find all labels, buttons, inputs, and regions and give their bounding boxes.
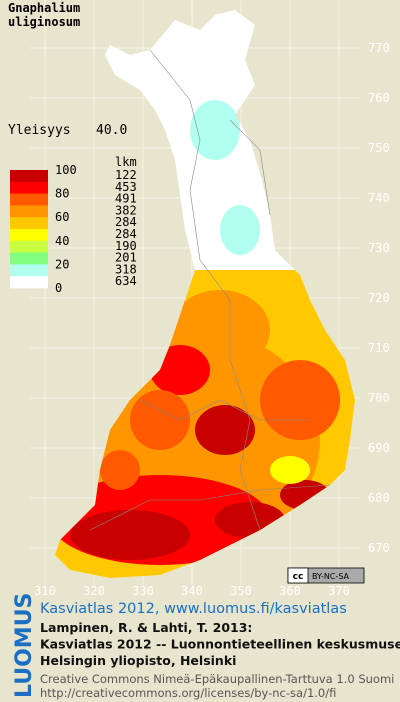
legend-swatch (10, 217, 48, 230)
legend-swatch (10, 193, 48, 206)
legend-swatch (10, 229, 48, 242)
legend: 1224534913822842841902013186341008060402… (10, 163, 137, 295)
legend-scale-label: 80 (55, 187, 69, 201)
svg-text:cc: cc (293, 572, 304, 582)
citation-line: Helsingin yliopisto, Helsinki (40, 653, 236, 668)
species-name: Gnaphalium (8, 1, 80, 15)
credits: Lampinen, R. & Lahti, T. 2013: Kasviatlas… (40, 620, 400, 700)
legend-swatch (10, 240, 48, 253)
legend-swatch (10, 252, 48, 265)
legend-swatch (10, 170, 48, 183)
legend-count: 318 (115, 262, 137, 276)
license-line: Creative Commons Nimeä-Epäkaupallinen-Ta… (40, 672, 394, 686)
borders (89, 49, 331, 531)
y-axis-label: 720 (368, 291, 390, 305)
y-axis-label: 680 (368, 491, 390, 505)
legend-count: 284 (115, 215, 137, 229)
legend-count: 382 (115, 203, 137, 217)
legend-swatch (10, 264, 48, 277)
x-axis-label: 360 (279, 584, 301, 598)
legend-count: 201 (115, 251, 137, 265)
x-axis-label: 310 (34, 584, 56, 598)
x-axis-label: 370 (328, 584, 350, 598)
legend-swatch (10, 276, 48, 289)
legend-count: 453 (115, 180, 137, 194)
legend-scale-label: 20 (55, 257, 69, 271)
legend-scale-label: 100 (55, 163, 77, 177)
y-axis-label: 690 (368, 441, 390, 455)
y-axis-label: 670 (368, 541, 390, 555)
frequency-value: 40.0 (96, 123, 127, 138)
y-axis-label: 710 (368, 341, 390, 355)
sidebar-logo: LUOMUS (12, 593, 37, 698)
legend-scale-label: 60 (55, 210, 69, 224)
legend-count: 491 (115, 192, 137, 206)
y-axis-label: 770 (368, 41, 390, 55)
legend-count: 190 (115, 239, 137, 253)
license-badge-text: BY-NC-SA (312, 572, 350, 581)
legend-swatch (10, 205, 48, 218)
species-name: uliginosum (8, 15, 80, 29)
legend-count: 284 (115, 227, 137, 241)
x-axis-label: 350 (230, 584, 252, 598)
legend-swatch (10, 181, 48, 194)
license-badge: cc BY-NC-SA (287, 567, 365, 584)
citation-line: Lampinen, R. & Lahti, T. 2013: (40, 620, 252, 635)
legend-scale-label: 40 (55, 234, 69, 248)
citation-line: Kasviatlas 2012 -- Luonnontieteellinen k… (40, 637, 400, 652)
axis-labels: 770 760 750 740 730 720 710 700 690 680 670 310 320 3… (34, 41, 390, 598)
y-axis-label: 700 (368, 391, 390, 405)
y-axis-label: 760 (368, 91, 390, 105)
x-axis-label: 320 (83, 584, 105, 598)
x-axis-label: 340 (181, 584, 203, 598)
legend-scale-label: 0 (55, 281, 62, 295)
y-axis-label: 730 (368, 241, 390, 255)
license-line: http://creativecommons.org/licenses/by-n… (40, 686, 336, 700)
y-axis-label: 740 (368, 191, 390, 205)
legend-count: 634 (115, 274, 137, 288)
credits-link: Kasviatlas 2012, www.luomus.fi/kasviatla… (40, 601, 347, 617)
count-header: lkm (115, 155, 137, 169)
legend-count: 122 (115, 168, 137, 182)
y-axis-label: 750 (368, 141, 390, 155)
x-axis-label: 330 (132, 584, 154, 598)
frequency-label: Yleisyys (8, 123, 71, 138)
